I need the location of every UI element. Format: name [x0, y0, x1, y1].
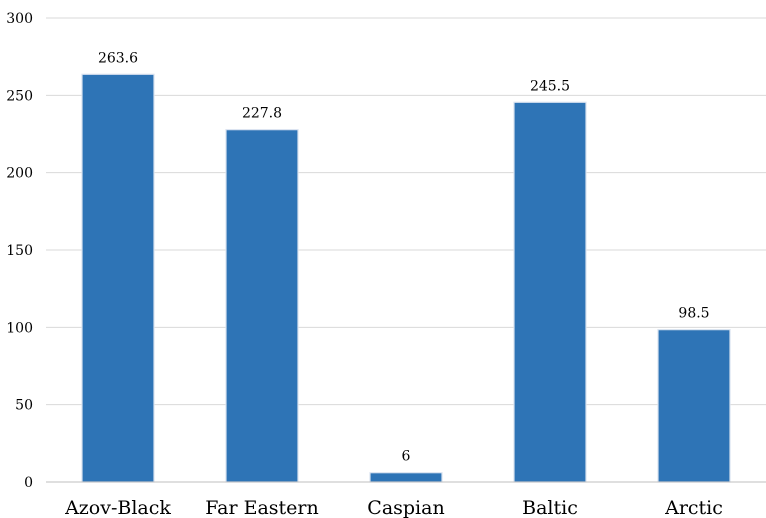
y-tick-label: 300 — [6, 11, 33, 27]
bars — [81, 73, 731, 483]
bar-baltic — [513, 101, 587, 483]
gridlines — [46, 17, 766, 406]
bar-arctic — [657, 329, 731, 483]
x-tick-label: Arctic — [664, 497, 723, 518]
y-tick-label: 50 — [15, 398, 33, 414]
bar-azov-black — [81, 73, 155, 483]
y-tick-label: 0 — [24, 475, 33, 491]
x-tick-label: Caspian — [367, 497, 444, 518]
data-label: 227.8 — [242, 106, 282, 122]
data-label: 263.6 — [98, 50, 138, 66]
x-tick-label: Far Eastern — [205, 497, 319, 518]
bar-far-eastern — [225, 129, 299, 483]
data-labels: 263.6 227.8 6 245.5 98.5 — [98, 50, 710, 464]
y-tick-label: 200 — [6, 166, 33, 182]
y-tick-label: 250 — [6, 88, 33, 104]
x-tick-label: Baltic — [522, 497, 578, 518]
y-tick-label: 150 — [6, 243, 33, 259]
x-axis: Azov-Black Far Eastern Caspian Baltic Arctic — [46, 481, 766, 518]
data-label: 6 — [402, 449, 411, 465]
data-label: 245.5 — [530, 78, 570, 94]
y-tick-label: 100 — [6, 320, 33, 336]
data-label: 98.5 — [678, 306, 709, 322]
x-tick-label: Azov-Black — [64, 497, 171, 518]
bar-caspian — [369, 472, 443, 483]
y-axis: 0 50 100 150 200 250 300 — [6, 11, 33, 491]
